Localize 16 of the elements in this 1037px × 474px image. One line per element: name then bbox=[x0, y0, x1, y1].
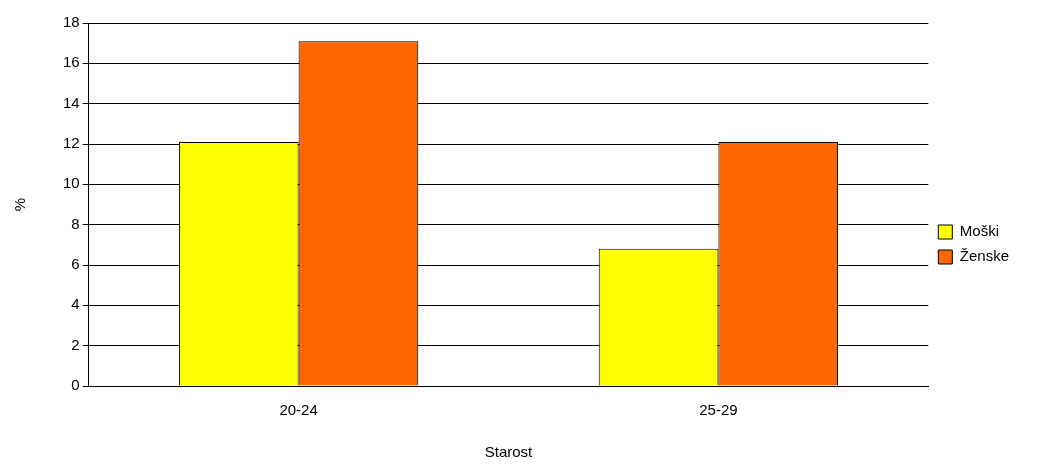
y-tick-label: 4 bbox=[71, 295, 80, 313]
x-tick-label: 20-24 bbox=[279, 401, 318, 419]
y-tick-label: 0 bbox=[71, 376, 80, 394]
x-tick-label: 25-29 bbox=[699, 401, 738, 419]
y-tick-label: 6 bbox=[71, 255, 80, 273]
y-tick-label: 12 bbox=[63, 134, 80, 152]
y-tick-label: 16 bbox=[63, 53, 80, 71]
y-tick-label: 8 bbox=[71, 214, 80, 232]
y-tick-label: 2 bbox=[71, 335, 80, 353]
y-tick-label: 14 bbox=[63, 93, 80, 111]
y-tick-label: 10 bbox=[63, 174, 80, 192]
legend-label: Moški bbox=[959, 222, 999, 240]
legend-label: Ženske bbox=[959, 247, 1010, 265]
x-axis-title: Starost bbox=[484, 443, 534, 461]
y-tick-label: 18 bbox=[63, 13, 80, 31]
y-axis-title: % bbox=[11, 197, 29, 212]
